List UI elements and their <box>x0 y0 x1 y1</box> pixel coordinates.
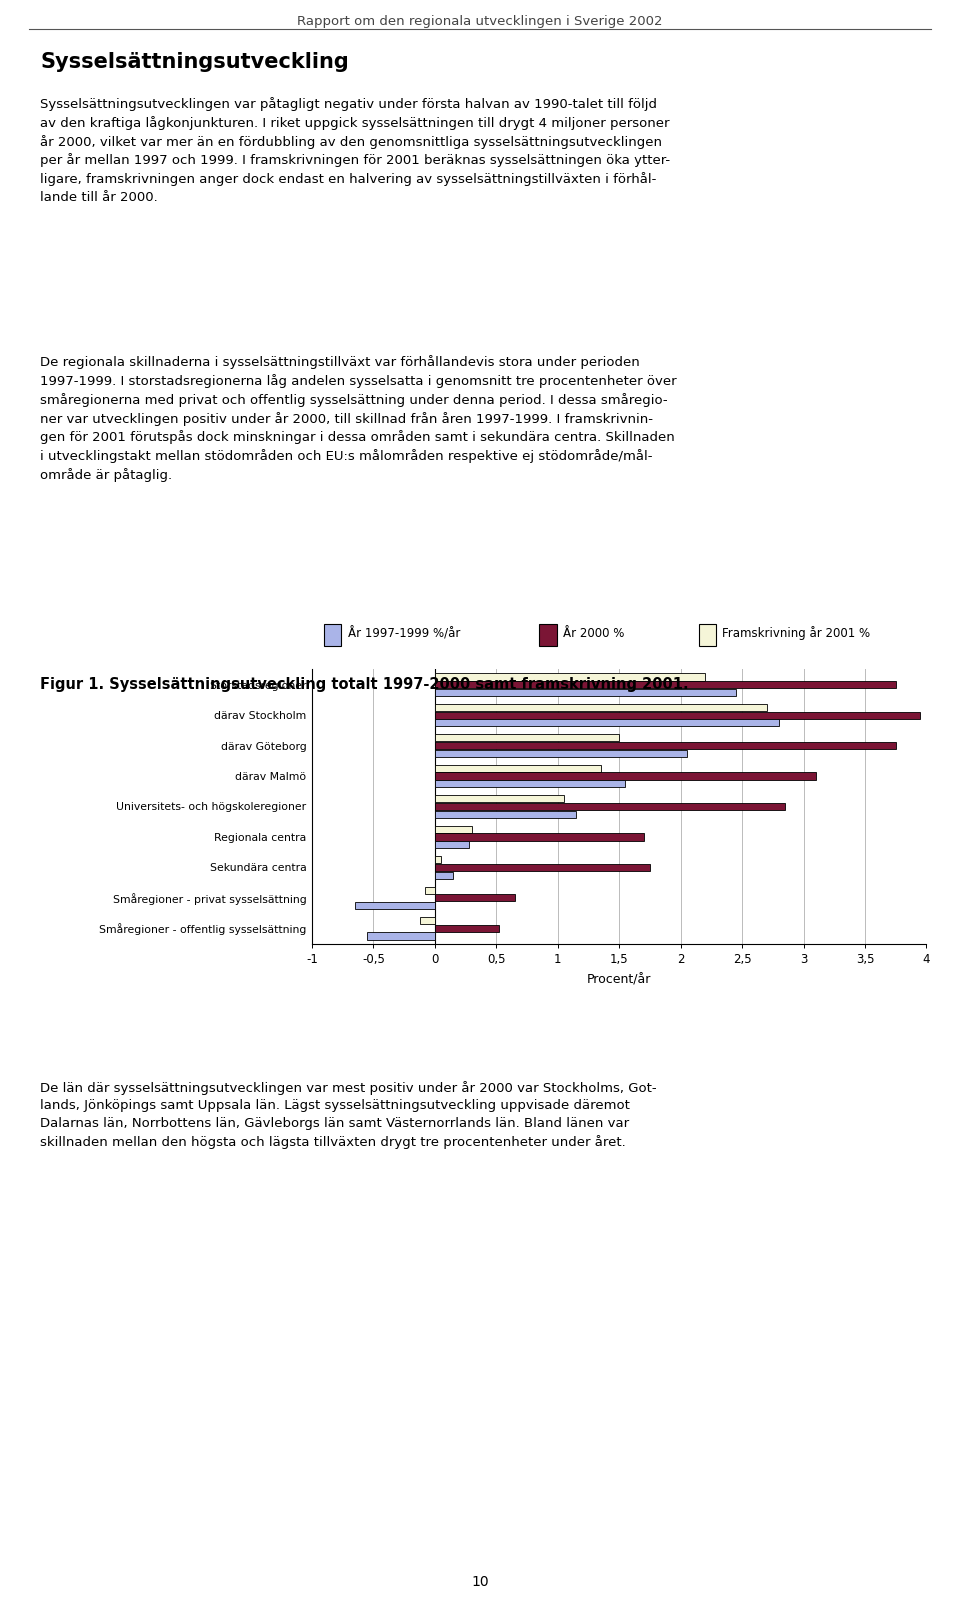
Bar <box>324 624 342 645</box>
Bar <box>355 902 435 910</box>
Text: År 2000 %: År 2000 % <box>563 627 624 640</box>
Bar <box>368 932 435 939</box>
Bar <box>435 742 896 748</box>
Text: Figur 1. Sysselsättningsutveckling totalt 1997-2000 samt framskrivning 2001.: Figur 1. Sysselsättningsutveckling total… <box>40 677 689 692</box>
Bar <box>435 773 816 779</box>
X-axis label: Procent/år: Procent/år <box>587 974 652 987</box>
Bar <box>435 781 625 787</box>
Bar <box>435 689 736 695</box>
Text: De regionala skillnaderna i sysselsättningstillväxt var förhållandevis stora und: De regionala skillnaderna i sysselsättni… <box>40 355 677 482</box>
Text: Sysselsättningsutveckling: Sysselsättningsutveckling <box>40 52 349 71</box>
Bar <box>435 711 921 719</box>
Bar <box>435 674 706 681</box>
Text: Sysselsättningsutvecklingen var påtagligt negativ under första halvan av 1990-ta: Sysselsättningsutvecklingen var påtaglig… <box>40 97 670 203</box>
Bar <box>435 765 601 773</box>
Text: 10: 10 <box>471 1574 489 1589</box>
Bar <box>435 826 471 832</box>
Text: År 1997-1999 %/år: År 1997-1999 %/år <box>348 626 460 640</box>
Text: Framskrivning år 2001 %: Framskrivning år 2001 % <box>723 626 871 640</box>
Bar <box>435 750 686 756</box>
Bar <box>435 871 453 879</box>
Bar <box>435 811 576 818</box>
Bar <box>435 857 441 863</box>
Bar <box>435 840 469 848</box>
Bar <box>435 795 564 802</box>
Bar <box>420 918 435 924</box>
Text: De län där sysselsättningsutvecklingen var mest positiv under år 2000 var Stockh: De län där sysselsättningsutvecklingen v… <box>40 1081 657 1148</box>
Bar <box>435 924 499 932</box>
Bar <box>540 624 557 645</box>
Bar <box>435 865 650 871</box>
Bar <box>425 887 435 894</box>
Bar <box>435 834 644 840</box>
Bar <box>435 734 619 742</box>
Bar <box>435 719 779 726</box>
Bar <box>435 803 785 810</box>
Text: Rapport om den regionala utvecklingen i Sverige 2002: Rapport om den regionala utvecklingen i … <box>298 15 662 27</box>
Bar <box>435 703 767 711</box>
Bar <box>435 894 515 902</box>
Bar <box>435 681 896 689</box>
Bar <box>699 624 716 645</box>
